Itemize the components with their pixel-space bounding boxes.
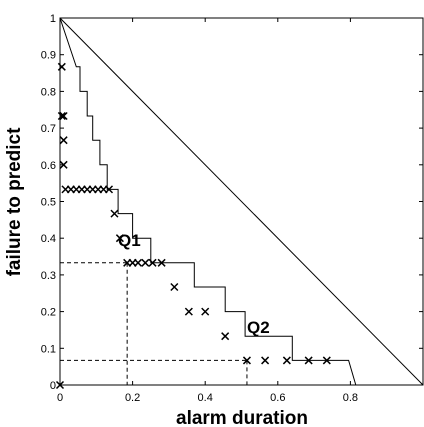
data-point-14 xyxy=(104,185,114,194)
data-point-20 xyxy=(141,258,150,267)
x-axis-ticks: 0 0.2 0.4 0.6 0.8 xyxy=(57,18,358,404)
data-point-29 xyxy=(282,356,291,365)
data-point-24 xyxy=(184,307,193,316)
data-point-27 xyxy=(242,356,251,365)
annotation-q2: Q2 xyxy=(247,318,270,337)
data-point-23 xyxy=(170,282,179,292)
data-point-4 xyxy=(59,136,68,145)
data-point-16 xyxy=(115,234,124,243)
data-point-19 xyxy=(134,258,143,267)
y-tick-label: 0.1 xyxy=(41,343,56,355)
data-point-21 xyxy=(148,258,157,267)
y-axis-title: failure to predict xyxy=(4,127,25,277)
x-tick-label: 0.2 xyxy=(125,392,140,404)
x-axis-title: alarm duration xyxy=(176,408,308,427)
data-point-2 xyxy=(57,111,66,121)
data-point-15 xyxy=(110,209,119,218)
data-point-30 xyxy=(304,356,313,365)
data-point-25 xyxy=(201,307,210,316)
y-axis-ticks: 0 0.1 0.2 0.3 0.4 0.5 0.6 0.7 0.8 0.9 1 xyxy=(41,13,423,392)
data-point-1 xyxy=(57,62,66,71)
diagonal-line xyxy=(59,17,424,386)
y-tick-label: 0.6 xyxy=(41,160,56,172)
y-tick-label: 0.4 xyxy=(41,233,56,245)
y-tick-label: 0.8 xyxy=(41,86,56,98)
y-tick-label: 1 xyxy=(50,13,56,25)
y-tick-label: 0.2 xyxy=(41,307,56,319)
upper-bound-step-line xyxy=(59,17,357,386)
data-point-3 xyxy=(59,111,68,121)
data-point-31 xyxy=(322,356,331,365)
points-group xyxy=(55,62,331,390)
y-tick-label: 0 xyxy=(50,380,56,392)
data-point-28 xyxy=(261,356,270,365)
data-point-22 xyxy=(157,258,166,267)
x-tick-label: 0.8 xyxy=(343,392,358,404)
y-tick-label: 0.3 xyxy=(41,270,56,282)
y-tick-label: 0.5 xyxy=(41,197,56,209)
annotation-q1: Q1 xyxy=(118,231,141,250)
upper-bound-step-group xyxy=(59,17,357,386)
data-point-26 xyxy=(221,332,230,341)
x-tick-label: 0.4 xyxy=(198,392,213,404)
dashed-guides-group xyxy=(60,262,248,385)
y-tick-label: 0.9 xyxy=(41,50,56,62)
x-tick-label: 0 xyxy=(57,392,63,404)
y-tick-label: 0.7 xyxy=(41,123,56,135)
x-tick-label: 0.6 xyxy=(270,392,285,404)
diagonal-line-group xyxy=(59,17,424,386)
